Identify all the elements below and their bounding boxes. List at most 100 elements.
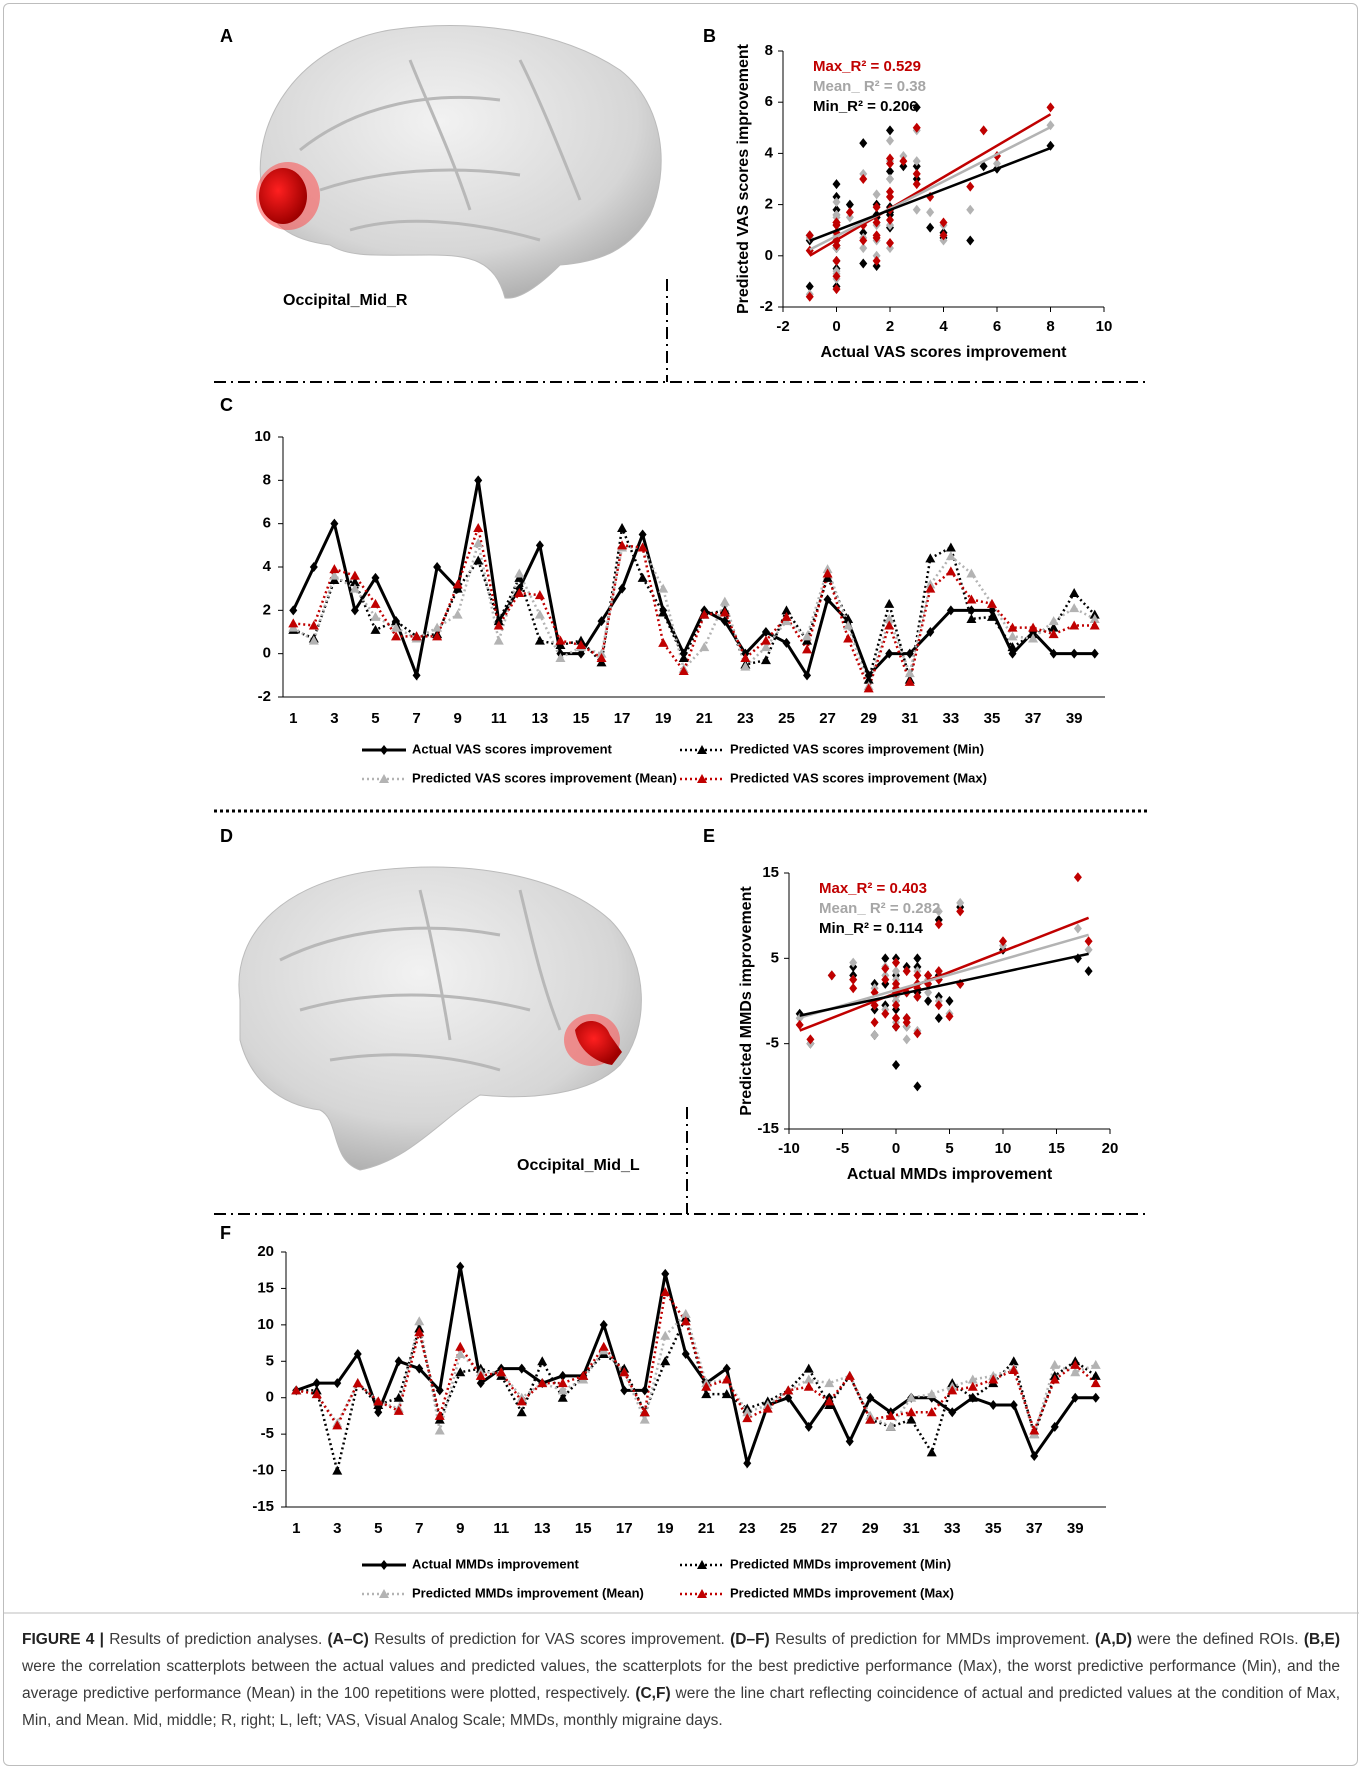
brain-a (256, 26, 661, 299)
point-marker (473, 523, 483, 532)
scatter-point (833, 179, 841, 189)
scatter-point (886, 136, 894, 146)
caption-text: Results of prediction for MMDs improveme… (770, 1631, 1095, 1648)
caption-text: (B,E) (1304, 1631, 1340, 1648)
point-marker (658, 638, 668, 647)
scatter-point (886, 174, 894, 184)
scatter-point (833, 256, 841, 266)
point-marker (884, 599, 894, 608)
legend-label: Predicted MMDs improvement (Max) (730, 1585, 954, 1600)
scatter-point (859, 138, 867, 148)
point-marker (535, 590, 545, 599)
point-marker (720, 597, 730, 606)
y-tick-label: 15 (257, 1279, 274, 1296)
point-marker (620, 1385, 628, 1395)
panel-label: E (703, 826, 715, 846)
caption-text: FIGURE 4 | (22, 1631, 104, 1648)
panel-label: F (220, 1223, 231, 1243)
point-marker (535, 610, 545, 619)
scatter-point (966, 182, 974, 192)
y-tick-label: 6 (765, 93, 773, 110)
x-tick-label: 0 (832, 318, 840, 335)
x-tick-label: 15 (573, 710, 590, 727)
x-tick-label: 19 (657, 1520, 674, 1537)
caption-text: Results of prediction for VAS scores imp… (369, 1631, 730, 1648)
scatter-point (913, 205, 921, 215)
legend-label: Actual VAS scores improvement (412, 741, 613, 756)
y-axis-label: Predicted MMDs improvement (738, 886, 755, 1116)
y-tick-label: -15 (757, 1120, 779, 1137)
scatter-point (886, 192, 894, 202)
scatter-point (892, 1060, 900, 1070)
scatter-point (966, 235, 974, 245)
y-tick-label: 6 (263, 515, 271, 532)
annotation: Min_R² = 0.114 (819, 920, 923, 937)
legend-label: Predicted MMDs improvement (Mean) (412, 1585, 644, 1600)
x-tick-label: 3 (330, 710, 338, 727)
point-marker (641, 1385, 649, 1395)
x-tick-label: 19 (655, 710, 672, 727)
scatter-point (913, 953, 921, 963)
point-marker (435, 1426, 445, 1435)
point-marker (455, 1342, 465, 1351)
panel-label: A (220, 26, 233, 46)
x-tick-label: 8 (1046, 318, 1054, 335)
point-marker (474, 475, 482, 485)
x-tick-label: 39 (1067, 1520, 1084, 1537)
legend-label: Predicted VAS scores improvement (Min) (730, 741, 984, 756)
point-marker (946, 551, 956, 560)
series-line (296, 1267, 1096, 1464)
point-marker (906, 1407, 916, 1416)
point-marker (514, 569, 524, 578)
x-tick-label: 15 (575, 1520, 592, 1537)
x-tick-label: 17 (616, 1520, 633, 1537)
x-tick-label: 31 (903, 1520, 920, 1537)
x-tick-label: 11 (491, 710, 507, 727)
y-tick-label: 0 (263, 645, 271, 662)
scatter-point (926, 207, 934, 217)
point-marker (638, 573, 648, 582)
x-tick-label: 6 (993, 318, 1001, 335)
point-marker (925, 553, 935, 562)
x-axis-label: Actual VAS scores improvement (820, 344, 1067, 361)
point-marker (987, 599, 997, 608)
annotation: Min_R² = 0.206 (813, 98, 918, 115)
point-marker (329, 564, 339, 573)
x-tick-label: 37 (1026, 1520, 1043, 1537)
y-tick-label: 10 (254, 428, 271, 445)
point-marker (1091, 1360, 1101, 1369)
scatter-point (1085, 936, 1093, 946)
point-marker (804, 1364, 814, 1373)
point-marker (414, 1316, 424, 1325)
y-tick-label: 0 (266, 1389, 274, 1406)
x-tick-label: 21 (696, 710, 713, 727)
legend-label: Predicted VAS scores improvement (Mean) (412, 770, 677, 785)
x-tick-label: 25 (780, 1520, 797, 1537)
point-marker (699, 642, 709, 651)
point-marker (617, 523, 627, 532)
x-tick-label: 27 (821, 1520, 838, 1537)
x-tick-label: 29 (862, 1520, 879, 1537)
x-tick-label: 37 (1025, 710, 1042, 727)
point-marker (989, 1400, 997, 1410)
x-tick-label: 39 (1066, 710, 1083, 727)
point-marker (617, 540, 627, 549)
x-tick-label: 13 (532, 710, 549, 727)
y-tick-label: 8 (765, 42, 773, 59)
x-tick-label: 21 (698, 1520, 715, 1537)
y-tick-label: -2 (258, 688, 271, 705)
point-marker (946, 543, 956, 552)
x-tick-label: 11 (493, 1520, 509, 1537)
scatter-point (871, 1030, 879, 1040)
x-axis-label: Actual MMDs improvement (847, 1166, 1053, 1183)
point-marker (1050, 1360, 1060, 1369)
region-label: Occipital_Mid_L (517, 1157, 640, 1174)
y-tick-label: 5 (266, 1352, 274, 1369)
point-marker (1070, 649, 1078, 659)
caption-text: (A,D) (1095, 1631, 1132, 1648)
y-tick-label: 2 (765, 196, 773, 213)
scatter-point (946, 996, 954, 1006)
scatter-point (886, 125, 894, 135)
point-marker (1028, 623, 1038, 632)
x-tick-label: 35 (985, 1520, 1002, 1537)
